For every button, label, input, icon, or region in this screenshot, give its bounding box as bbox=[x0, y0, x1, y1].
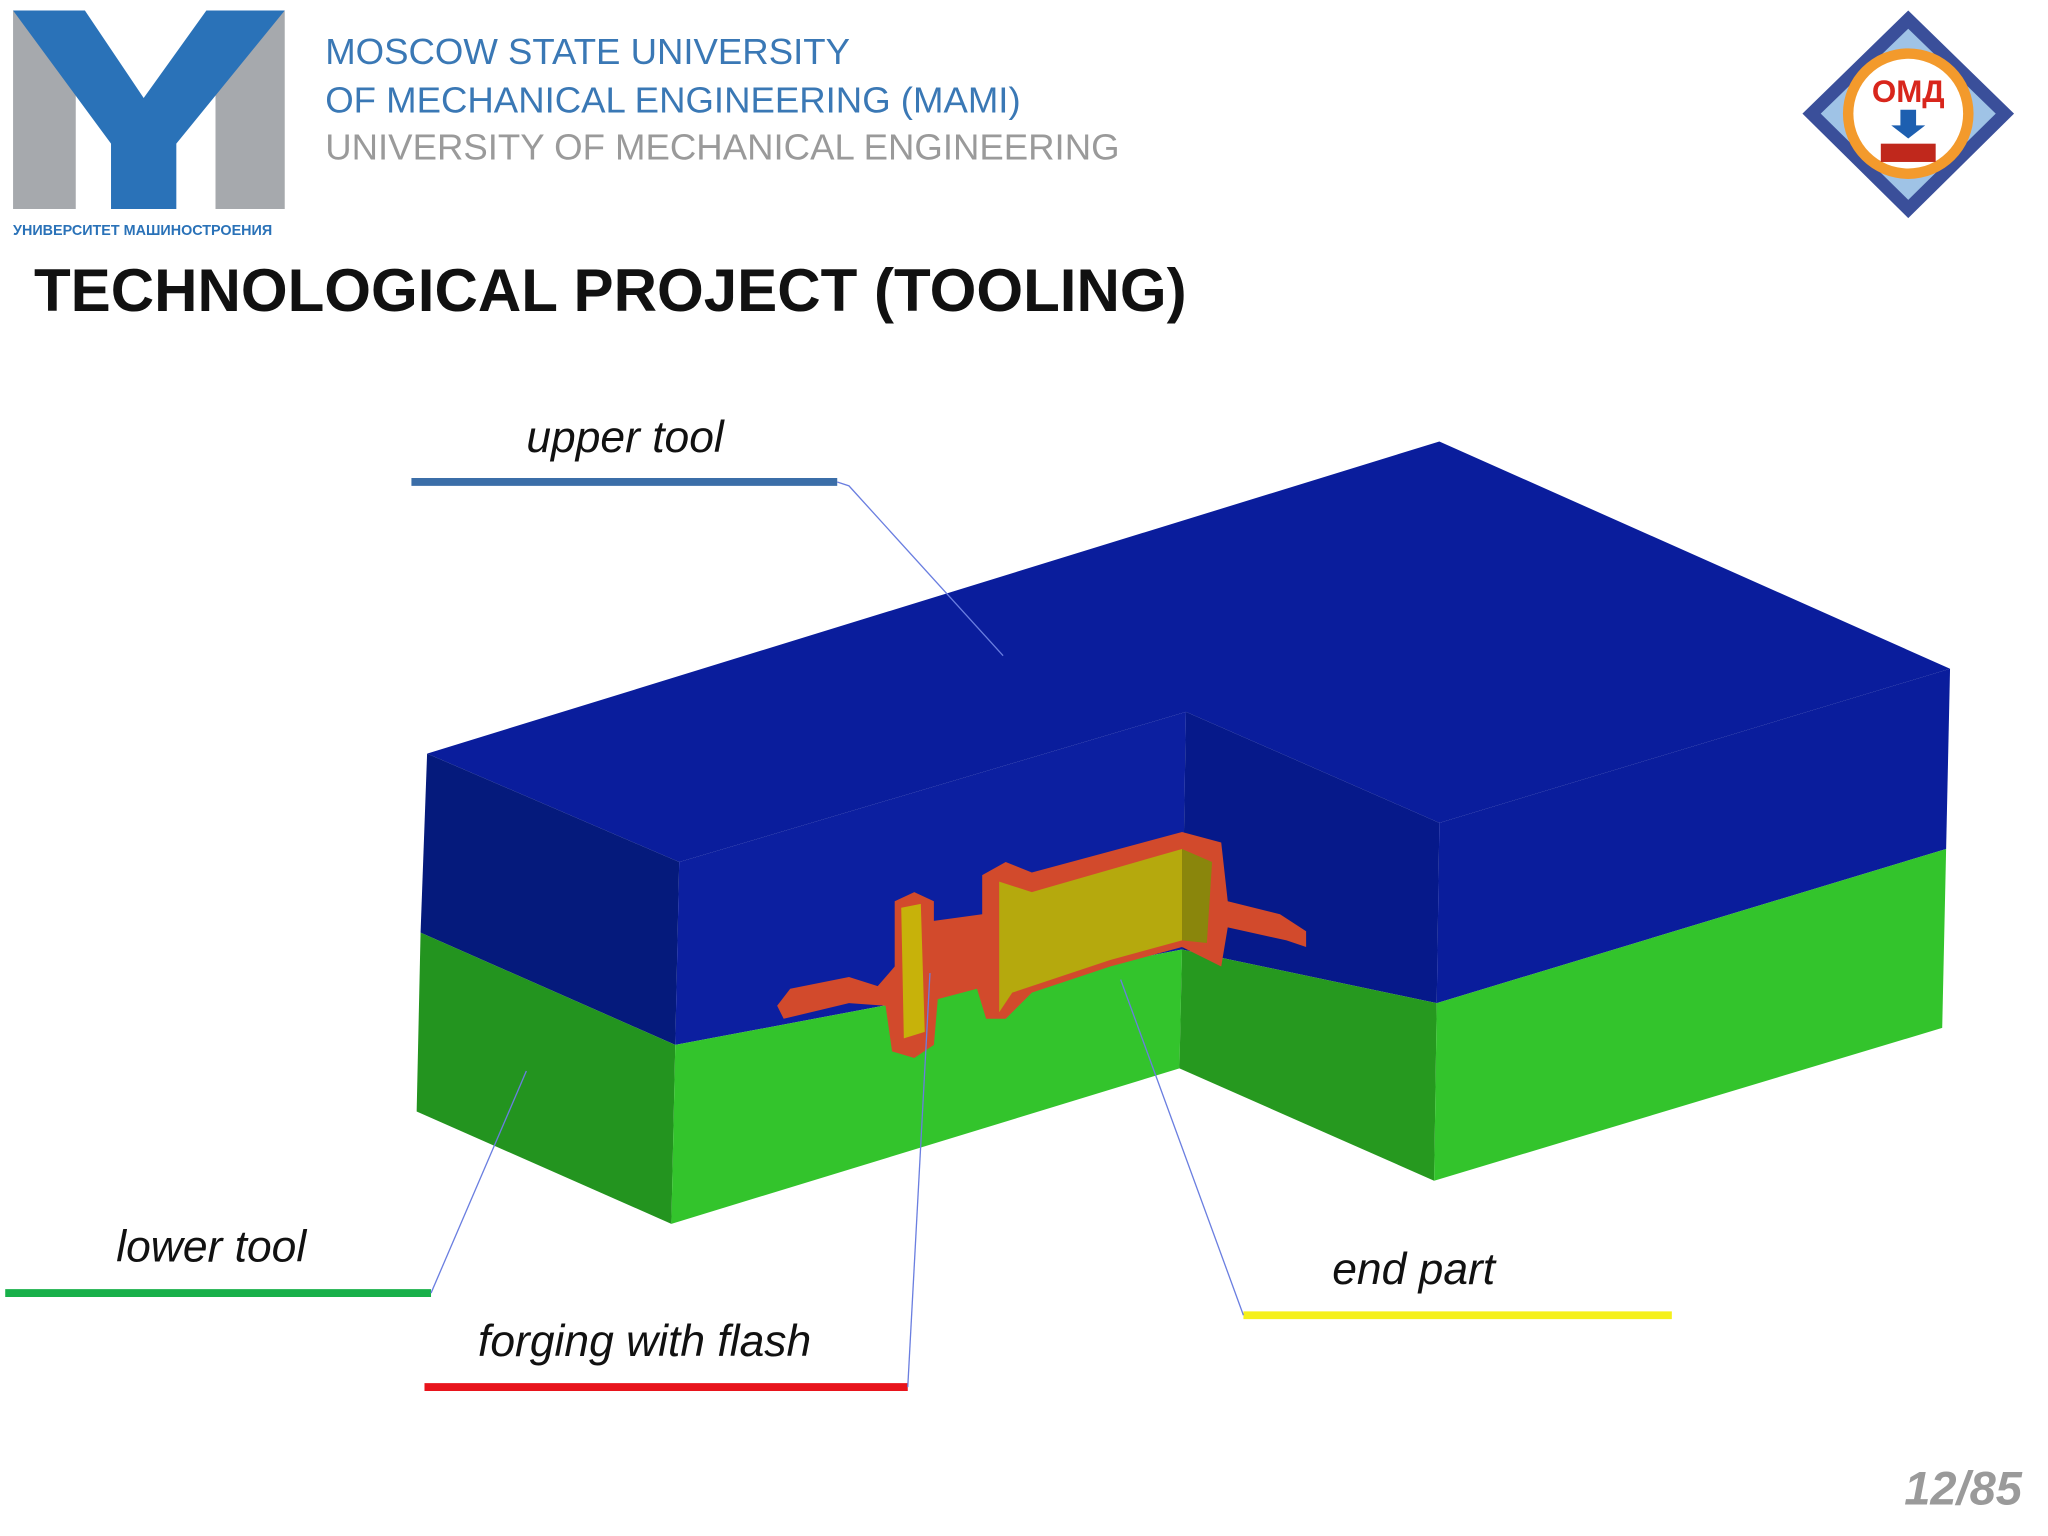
header-line: UNIVERSITY OF MECHANICAL ENGINEERING bbox=[325, 126, 1119, 167]
label-upper-tool: upper tool bbox=[526, 413, 725, 462]
label-end-part: end part bbox=[1332, 1245, 1497, 1294]
badge-logo: ОМД bbox=[1802, 10, 2015, 219]
badge-text: ОМД bbox=[1872, 74, 1945, 109]
leaders bbox=[5, 478, 1672, 1392]
slide-title: TECHNOLOGICAL PROJECT (TOOLING) bbox=[34, 257, 1187, 324]
tooling-model bbox=[416, 441, 1951, 1224]
logo-caption: УНИВЕРСИТЕТ МАШИНОСТРОЕНИЯ bbox=[13, 223, 272, 239]
header-line: MOSCOW STATE UNIVERSITY bbox=[325, 31, 850, 72]
header-line: OF MECHANICAL ENGINEERING (MAMI) bbox=[325, 79, 1020, 120]
label-forging: forging with flash bbox=[478, 1317, 811, 1366]
label-lower-tool: lower tool bbox=[116, 1223, 307, 1272]
page-number: 12/85 bbox=[1904, 1462, 2023, 1515]
university-logo: УНИВЕРСИТЕТ МАШИНОСТРОЕНИЯ bbox=[13, 10, 285, 239]
